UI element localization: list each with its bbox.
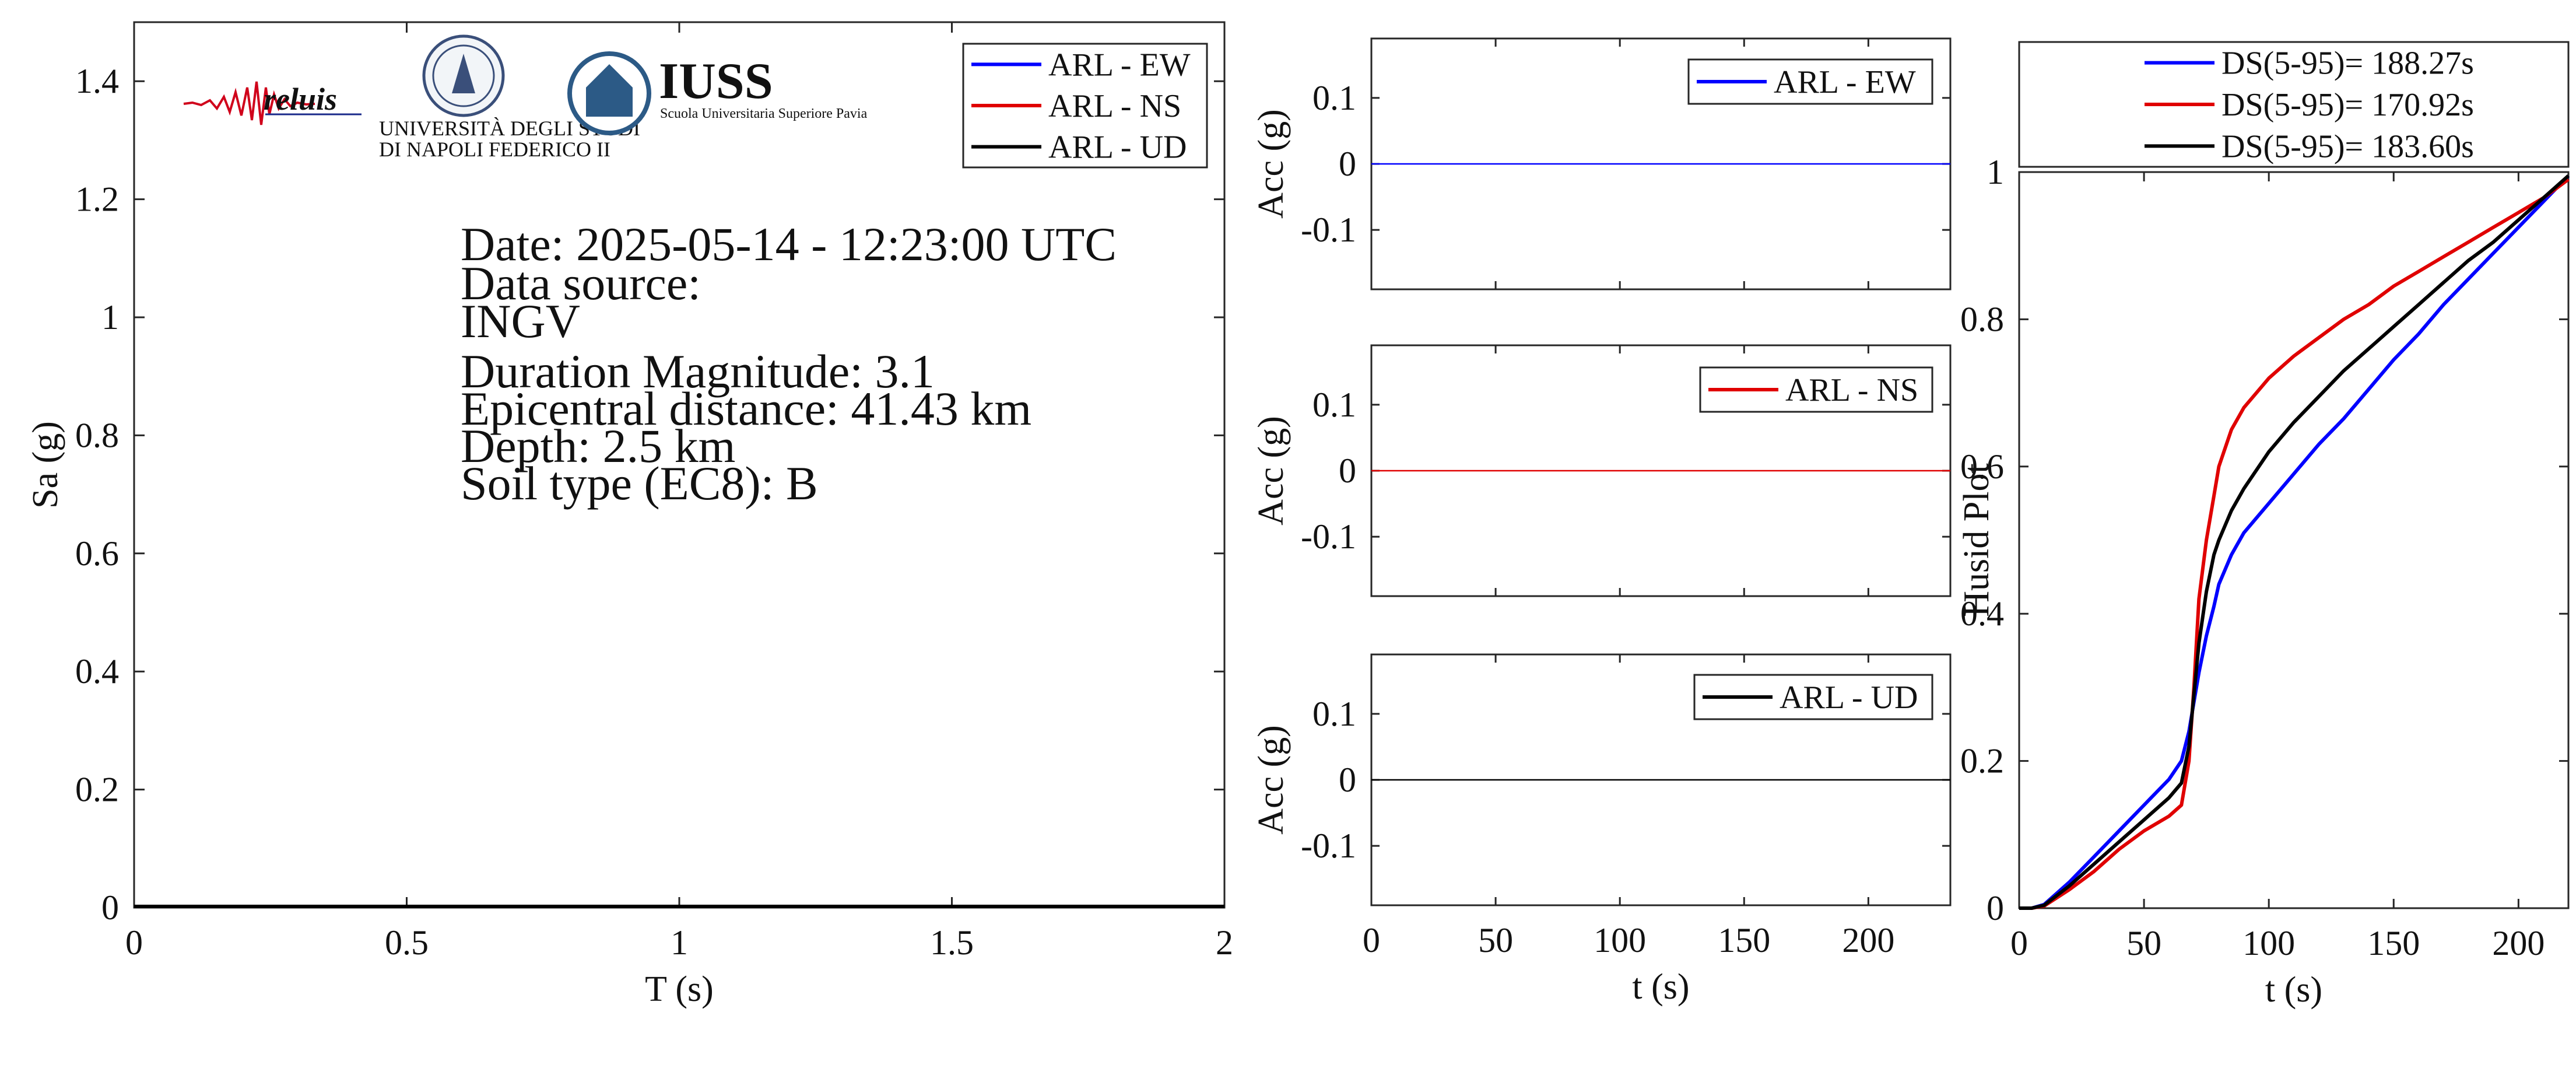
- y-axis-label: Sa (g): [26, 421, 65, 509]
- chart-husid: 0 50 100 150 200 0 0.2 0.4 0.6 0.8 1 t (s) Husid Plo…: [1957, 41, 2570, 1010]
- legend-label: ARL - UD: [1048, 129, 1187, 166]
- y-tick-label: 0.2: [1960, 742, 2004, 780]
- y-tick-label: 0: [1339, 451, 1356, 490]
- plot-area-spectrum: [133, 21, 1226, 909]
- y-tick-label: 0.4: [1960, 594, 2004, 633]
- y-tick-label: 0.6: [75, 534, 119, 573]
- series-line-husid-0: [2019, 174, 2570, 910]
- y-tick-label: 1: [1987, 153, 2004, 191]
- chart-acc-ns: 0.1 0 -0.1 Acc (g) ARL - NS: [1251, 344, 1952, 597]
- x-tick-label: 150: [1718, 921, 1770, 960]
- reluis-text: reluis: [264, 82, 337, 117]
- y-tick-label: 0: [101, 888, 119, 927]
- depth: Depth: 2.5 km: [461, 419, 735, 472]
- chart-acc-ud: 0 50 100 150 200 0.1 0 -0.1 t (s) Acc (g) ARL - UD: [1251, 653, 1952, 1007]
- x-tick-label: 100: [1594, 921, 1646, 960]
- data-source-value: INGV: [461, 295, 580, 348]
- x-axis-label: T (s): [645, 969, 714, 1009]
- plot-area-husid: [2018, 171, 2570, 909]
- y-axis-label: Husid Plot: [1957, 463, 1996, 617]
- event-info: Date: 2025-05-14 - 12:23:00 UTC Data sou…: [461, 218, 1117, 510]
- series-line-husid-1: [2019, 178, 2570, 910]
- y-axis-label: Acc (g): [1251, 109, 1291, 219]
- x-tick-label: 0.5: [385, 923, 429, 962]
- unina-logo: UNIVERSITÀ DEGLI STUDI DI NAPOLI FEDERIC…: [379, 34, 640, 161]
- x-tick-label: 0: [125, 923, 143, 962]
- reluis-seismogram-icon: [183, 81, 315, 125]
- legend-label: DS(5-95)= 170.92s: [2221, 87, 2474, 123]
- chart-acc-ew: 0.1 0 -0.1 Acc (g) ARL - EW: [1251, 37, 1952, 290]
- x-tick-label: 150: [2367, 924, 2420, 962]
- epicentral-distance: Epicentral distance: 41.43 km: [461, 382, 1031, 435]
- unina-name-line2: DI NAPOLI FEDERICO II: [379, 138, 610, 161]
- x-tick-label: 200: [1842, 921, 1894, 960]
- y-tick-label: -0.1: [1301, 517, 1356, 556]
- y-tick-label: 0: [1339, 145, 1356, 183]
- x-tick-label: 0: [1363, 921, 1380, 960]
- x-tick-label: 100: [2242, 924, 2295, 962]
- x-axis-label: t (s): [2265, 970, 2322, 1010]
- data-source-label: Data source:: [461, 257, 701, 310]
- legend-label: DS(5-95)= 188.27s: [2221, 45, 2474, 82]
- duration-magnitude: Duration Magnitude: 3.1: [461, 345, 935, 398]
- legend-label: ARL - EW: [1774, 64, 1916, 100]
- legend-label: ARL - NS: [1785, 372, 1918, 408]
- y-tick-label: -0.1: [1301, 211, 1356, 249]
- y-axis-label: Acc (g): [1251, 725, 1291, 835]
- legend-label: DS(5-95)= 183.60s: [2221, 128, 2474, 164]
- y-tick-label: 1.2: [75, 180, 119, 219]
- iuss-logo: IUSS Scuola Universitaria Superiore Pavi…: [567, 51, 868, 135]
- x-tick-label: 0: [2010, 924, 2028, 962]
- chart-spectrum: 0 0.5 1 1.5 2 0 0.2 0.4 0.6 0.8 1 1.2 1.4 T (s) Sa (g)…: [26, 21, 1233, 1009]
- x-tick-label: 1.5: [930, 923, 974, 962]
- legend-box-husid: [2018, 41, 2570, 168]
- legend-label: ARL - UD: [1780, 680, 1918, 716]
- y-tick-label: 0: [1987, 889, 2004, 927]
- y-tick-label: 0.4: [75, 652, 119, 691]
- x-axis-label: t (s): [1632, 967, 1689, 1007]
- y-tick-label: 0.8: [75, 416, 119, 454]
- soil-type: Soil type (EC8): B: [461, 457, 818, 510]
- y-tick-label: -0.1: [1301, 827, 1356, 865]
- y-tick-label: 0.6: [1960, 447, 2004, 486]
- x-tick-label: 1: [671, 923, 688, 962]
- legend-label: ARL - EW: [1048, 47, 1191, 83]
- x-tick-label: 200: [2492, 924, 2545, 962]
- y-tick-label: 0.1: [1312, 79, 1356, 117]
- y-tick-label: 1: [101, 298, 119, 337]
- x-tick-label: 50: [2126, 924, 2161, 962]
- x-tick-label: 50: [1478, 921, 1513, 960]
- y-tick-label: 0.1: [1312, 386, 1356, 424]
- y-tick-label: 0.8: [1960, 300, 2004, 338]
- y-tick-label: 1.4: [75, 62, 119, 100]
- iuss-subtitle: Scuola Universitaria Superiore Pavia: [660, 106, 868, 121]
- y-tick-label: 0: [1339, 761, 1356, 799]
- y-tick-label: 0.1: [1312, 695, 1356, 733]
- event-date: Date: 2025-05-14 - 12:23:00 UTC: [461, 218, 1117, 271]
- charts-layer: 0 0.5 1 1.5 2 0 0.2 0.4 0.6 0.8 1 1.2 1.4 T (s) Sa (g)…: [26, 21, 2570, 1010]
- y-axis-label: Acc (g): [1251, 416, 1291, 526]
- y-tick-label: 0.2: [75, 771, 119, 809]
- reluis-logo: reluis: [183, 81, 362, 125]
- series-line-husid-2: [2019, 174, 2570, 910]
- legend-label: ARL - NS: [1048, 88, 1181, 124]
- x-tick-label: 2: [1216, 923, 1233, 962]
- iuss-name: IUSS: [659, 53, 773, 110]
